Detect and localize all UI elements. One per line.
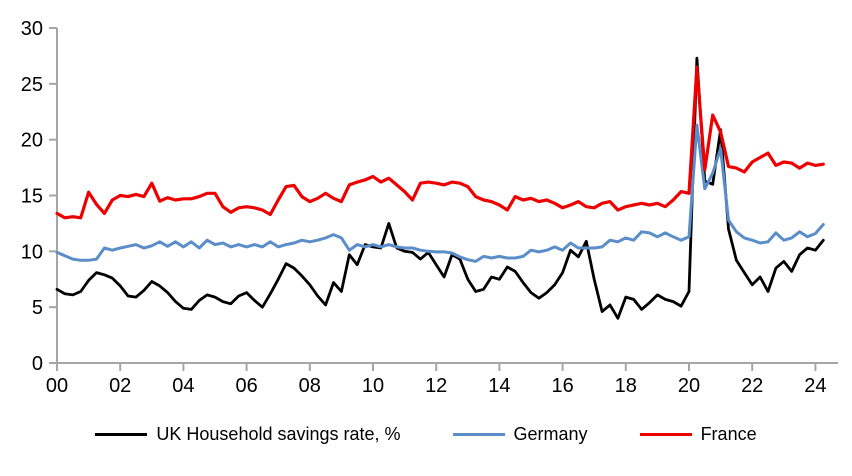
series-line-1 (55, 123, 825, 263)
legend: UK Household savings rate, % Germany Franc… (0, 424, 852, 445)
series-line-0 (55, 56, 825, 320)
legend-swatch-icon (452, 433, 505, 436)
y-tick-label: 30 (21, 18, 43, 40)
x-tick-label: 12 (425, 375, 447, 397)
x-tick-label: 04 (172, 375, 194, 397)
x-tick-label: 08 (299, 375, 321, 397)
y-tick-label: 25 (21, 74, 43, 96)
x-tick-label: 16 (551, 375, 573, 397)
y-tick-label: 0 (32, 353, 43, 375)
legend-swatch-icon (95, 433, 148, 436)
x-tick-label: 20 (678, 375, 700, 397)
x-tick-label: 14 (488, 375, 510, 397)
x-tick-label: 02 (109, 375, 131, 397)
series-line-2 (55, 65, 825, 220)
legend-item-2: France (639, 424, 757, 445)
x-tick-label: 24 (804, 375, 826, 397)
legend-item-1: Germany (452, 424, 588, 445)
x-tick-label: 06 (235, 375, 257, 397)
legend-label: Germany (513, 424, 588, 444)
x-tick-label: 10 (362, 375, 384, 397)
x-tick-label: 22 (741, 375, 763, 397)
plot-area: 30 25 20 15 10 5 000 02 04 06 08 10 12 14 16 18 20 22 24 (21, 18, 838, 397)
legend-swatch-icon (639, 433, 692, 436)
legend-label: France (700, 424, 757, 444)
legend-label: UK Household savings rate, % (156, 424, 401, 444)
x-tick-label: 00 (46, 375, 68, 397)
y-tick-label: 15 (21, 186, 43, 208)
x-tick-label: 18 (615, 375, 637, 397)
legend-item-0: UK Household savings rate, % (95, 424, 401, 445)
y-tick-label: 10 (21, 241, 43, 263)
y-tick-label: 20 (21, 130, 43, 152)
y-tick-label: 5 (32, 297, 43, 319)
